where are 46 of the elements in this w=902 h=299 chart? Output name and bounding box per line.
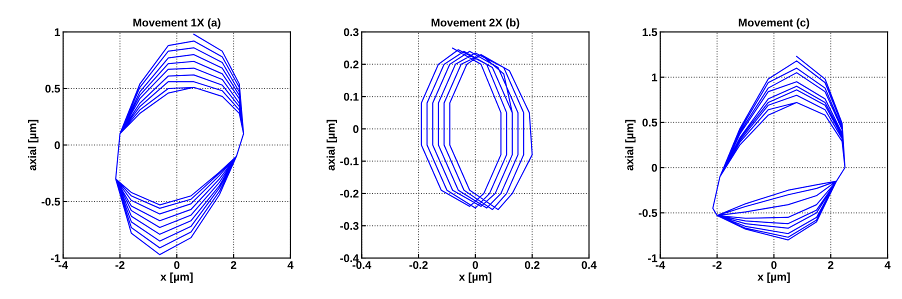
y-tick-label: 1	[54, 28, 60, 36]
y-tick-label: 1	[652, 74, 658, 82]
y-tick-label: 0	[652, 164, 658, 172]
y-tick-label: 0.1	[344, 92, 359, 101]
y-axis-title: axial [µm]	[326, 120, 337, 170]
y-tick-label: -0.1	[340, 157, 359, 166]
x-axis-title: x [µm]	[160, 272, 193, 283]
y-tick-label: 0.2	[344, 60, 358, 68]
x-tick-label: -0.2	[409, 261, 428, 269]
x-tick-label: 0.4	[582, 261, 597, 269]
x-tick-label: 2	[828, 261, 834, 269]
x-tick-label: -4	[656, 261, 666, 269]
y-tick-label: 0.3	[344, 28, 359, 36]
y-tick-label: -1	[50, 254, 60, 262]
x-tick-label: 4	[288, 261, 294, 269]
y-tick-label: 0.5	[45, 84, 60, 93]
y-tick-label: 0.5	[642, 118, 658, 127]
x-tick-label: 0.2	[524, 261, 540, 269]
chart-title: Movement 1X (a)	[133, 18, 220, 29]
y-tick-label: -0.3	[340, 222, 359, 230]
x-tick-label: 0	[472, 261, 478, 269]
y-tick-label: -0.4	[340, 254, 359, 262]
x-tick-label: 2	[230, 261, 236, 269]
y-tick-label: -1	[648, 254, 658, 262]
line-series	[712, 56, 846, 241]
y-tick-label: 0	[54, 141, 60, 150]
y-tick-label: -0.5	[42, 198, 60, 206]
y-axis-title: axial [µm]	[625, 120, 636, 170]
chart-title: Movement 2X (b)	[432, 18, 520, 29]
x-axis-title: x [µm]	[458, 272, 492, 283]
x-tick-label: 0	[771, 261, 777, 269]
x-tick-label: -4	[58, 261, 68, 269]
x-tick-label: -0.4	[352, 261, 372, 269]
y-axis-title: axial [µm]	[28, 120, 38, 170]
y-tick-label: 1.5	[642, 28, 658, 36]
x-tick-label: 4	[884, 261, 891, 269]
chart-title: Movement (c)	[738, 18, 810, 29]
x-tick-label: 0	[174, 261, 180, 269]
y-tick-label: 0	[353, 125, 358, 134]
line-series	[420, 48, 533, 210]
y-tick-label: -0.5	[638, 209, 658, 217]
x-tick-label: -2	[712, 261, 722, 269]
x-axis-title: x [µm]	[758, 272, 790, 283]
x-tick-label: -2	[115, 261, 124, 269]
y-tick-label: -0.2	[340, 190, 358, 198]
line-series	[115, 34, 244, 256]
